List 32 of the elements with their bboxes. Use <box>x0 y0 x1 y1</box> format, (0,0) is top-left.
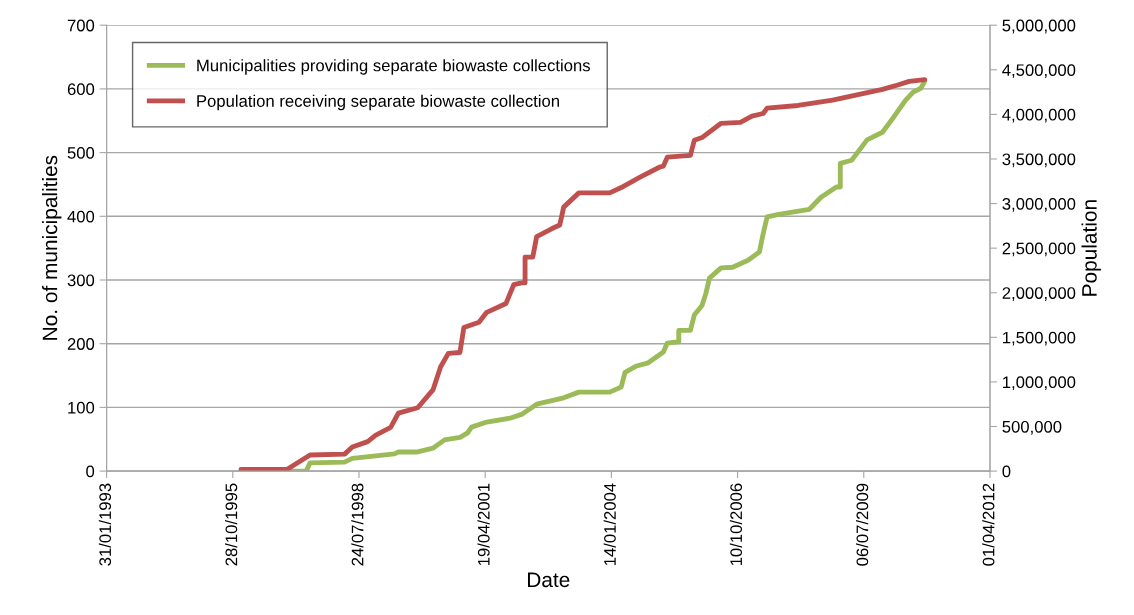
x-tick-label: 01/04/2012 <box>982 483 995 566</box>
x-tick-label: 06/07/2009 <box>856 483 869 566</box>
y2-tick-label: 1,000,000 <box>1003 376 1076 391</box>
y-tick-label: 500 <box>67 147 95 159</box>
y-tick-label: 300 <box>67 274 95 287</box>
x-tick-label: 24/07/1998 <box>351 483 364 566</box>
y-tick-label: 0 <box>86 465 95 478</box>
y-tick-label: 700 <box>67 19 95 32</box>
y-tick-label: 600 <box>67 83 95 96</box>
y2-tick-label: 4,000,000 <box>1002 108 1076 123</box>
x-tick-label: 14/01/2004 <box>603 483 616 566</box>
y2-tick-label: 2,000,000 <box>1002 287 1076 301</box>
legend-label: Population receiving separate biowaste collection <box>197 94 559 111</box>
x-tick-label: 19/04/2001 <box>477 483 490 566</box>
y2-axis-title: Population <box>1081 200 1101 296</box>
y2-tick-label: 0 <box>1002 465 1011 478</box>
y2-tick-label: 1,500,000 <box>1003 331 1076 346</box>
y-tick-label: 400 <box>67 210 95 223</box>
y2-tick-label: 2,500,000 <box>1002 242 1076 257</box>
x-tick-label: 31/01/1993 <box>98 483 112 566</box>
y2-tick-label: 4,500,000 <box>1002 64 1076 78</box>
x-tick-label: 10/10/2006 <box>729 483 743 566</box>
x-axis-title: Date <box>528 572 570 588</box>
y-tick-label: 100 <box>68 401 95 414</box>
x-tick-label: 28/10/1995 <box>225 483 238 566</box>
y2-tick-label: 5,000,000 <box>1002 19 1076 34</box>
y-axis-title: No. of municipalities <box>42 155 62 340</box>
y-tick-label: 200 <box>67 338 95 350</box>
y2-tick-label: 500,000 <box>1002 420 1062 435</box>
y2-tick-label: 3,500,000 <box>1002 153 1076 168</box>
legend-label: Municipalities providing separate biowaste collections <box>197 59 590 75</box>
y2-tick-label: 3,000,000 <box>1002 197 1076 212</box>
